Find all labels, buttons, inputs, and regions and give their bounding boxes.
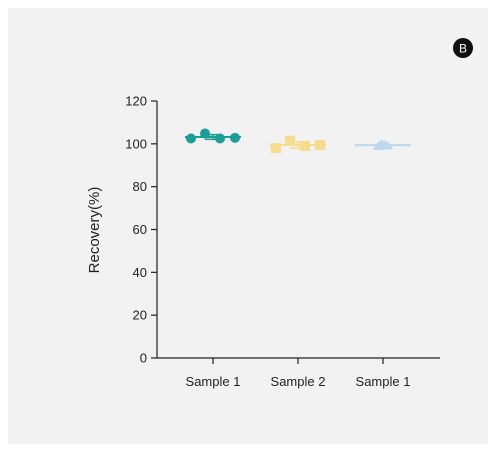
data-point [315,139,325,150]
data-point [186,133,196,144]
x-tick-label: Sample 1 [186,374,241,389]
data-point [382,140,393,150]
panel-badge: B [453,38,473,58]
data-point [215,133,225,144]
y-tick-label: 0 [140,351,147,366]
y-tick-label: 60 [133,222,147,237]
x-tick-label: Sample 1 [356,374,411,389]
y-tick-label: 100 [125,136,147,151]
badge-circle [453,38,473,58]
data-point [300,140,310,151]
badge-label: B [459,42,467,56]
x-tick-label: Sample 2 [271,374,326,389]
data-point [200,128,210,139]
chart-panel [8,8,488,444]
data-point [230,132,240,143]
data-point [285,135,295,146]
y-tick-label: 20 [133,308,147,323]
y-tick-label: 40 [133,265,147,280]
y-axis-title: Recovery(%) [86,187,103,274]
data-point [271,143,281,154]
y-tick-label: 120 [125,94,147,109]
y-tick-label: 80 [133,179,147,194]
